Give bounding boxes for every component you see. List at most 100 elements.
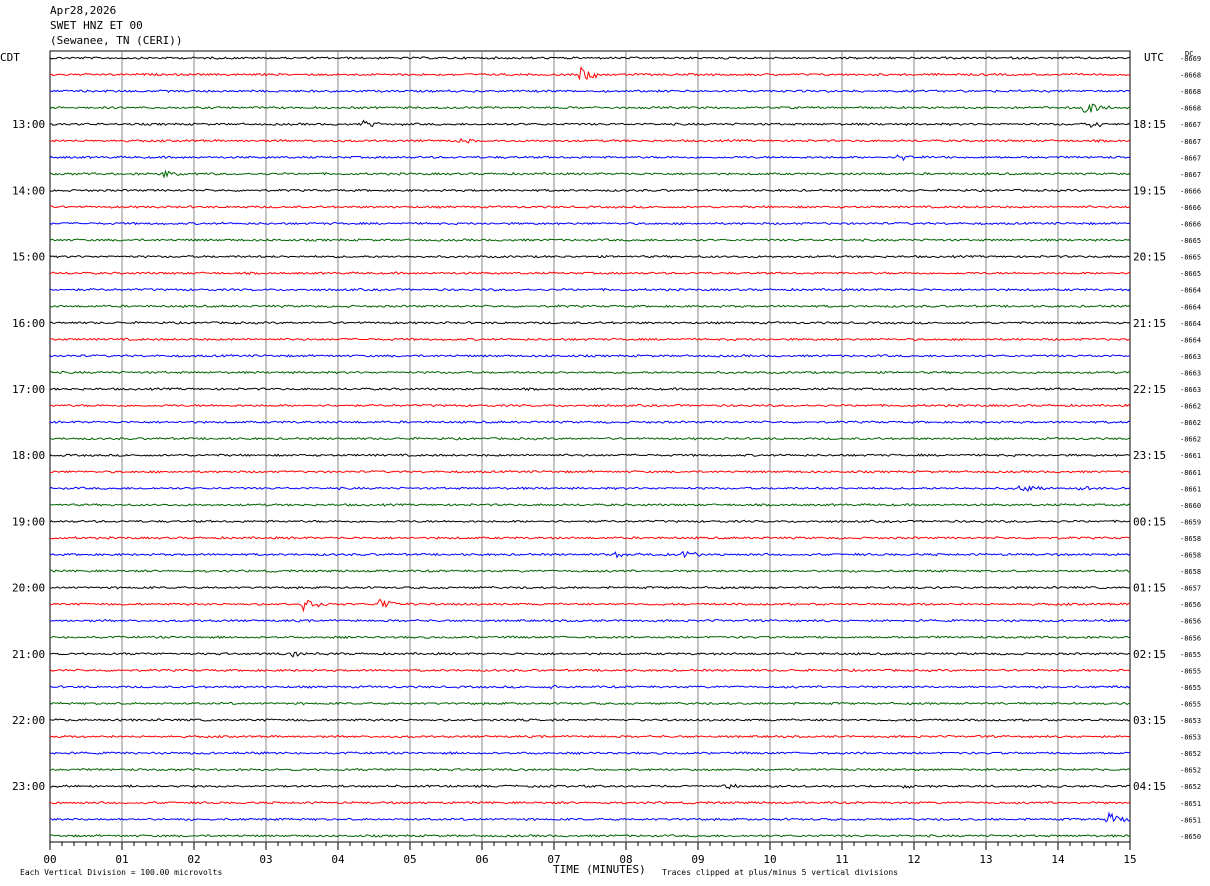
dc-offset-label: -8661 xyxy=(1180,469,1201,477)
chart-date: Apr28,2026 xyxy=(50,4,117,17)
cdt-hour-label: 22:00 xyxy=(12,714,45,727)
clipping-note: Traces clipped at plus/minus 5 vertical … xyxy=(662,868,898,877)
x-tick-label: 08 xyxy=(619,853,632,866)
dc-offset-label: -8664 xyxy=(1180,287,1201,295)
x-tick-label: 10 xyxy=(763,853,776,866)
dc-offset-label: -8662 xyxy=(1180,436,1201,444)
seismic-trace xyxy=(49,304,1131,309)
seismic-trace xyxy=(49,56,1131,60)
seismic-trace xyxy=(49,783,1131,790)
seismic-trace xyxy=(49,205,1131,209)
chart-grid xyxy=(49,50,1131,850)
dc-offset-label: -8652 xyxy=(1180,767,1201,775)
seismic-trace xyxy=(49,221,1131,226)
seismic-trace xyxy=(49,287,1131,292)
cdt-hour-label: 20:00 xyxy=(12,582,45,595)
dc-offset-label: -8656 xyxy=(1180,618,1201,626)
seismic-trace xyxy=(49,834,1131,838)
seismic-trace xyxy=(49,701,1131,706)
vertical-division-note: Each Vertical Division = 100.00 microvol… xyxy=(20,868,222,877)
seismic-trace xyxy=(49,354,1131,358)
dc-offset-label: -8661 xyxy=(1180,485,1201,493)
x-tick-label: 15 xyxy=(1123,853,1136,866)
seismic-trace xyxy=(49,767,1131,772)
station-code: SWET HNZ ET 00 xyxy=(50,19,143,32)
dc-offset-label: -8667 xyxy=(1180,154,1201,162)
dc-offset-label: -8669 xyxy=(1180,55,1201,63)
dc-offset-label: -8663 xyxy=(1180,369,1201,377)
dc-offset-label: -8664 xyxy=(1180,320,1201,328)
seismic-trace xyxy=(49,550,1131,559)
seismic-trace xyxy=(49,734,1131,739)
seismic-trace xyxy=(49,569,1131,573)
seismic-trace xyxy=(49,137,1131,144)
x-tick-label: 05 xyxy=(403,853,416,866)
dc-offset-label: -8665 xyxy=(1180,254,1201,262)
dc-offset-label: -8655 xyxy=(1180,667,1201,675)
utc-hour-label: 23:15 xyxy=(1133,449,1166,462)
seismic-trace xyxy=(49,420,1131,424)
seismic-trace xyxy=(49,387,1131,391)
right-axis-label: UTC xyxy=(1144,51,1164,64)
x-tick-label: 11 xyxy=(835,853,848,866)
dc-offset-label: -8659 xyxy=(1180,518,1201,526)
x-tick-label: 14 xyxy=(1051,853,1065,866)
dc-offset-label: -8663 xyxy=(1180,353,1201,361)
dc-offset-label: -8666 xyxy=(1180,187,1201,195)
dc-offset-label: -8664 xyxy=(1180,336,1201,344)
dc-offset-label: -8660 xyxy=(1180,502,1201,510)
seismic-trace xyxy=(49,651,1131,658)
dc-label: DC xyxy=(1185,50,1193,58)
seismic-trace xyxy=(49,188,1131,193)
dc-offset-label: -8651 xyxy=(1180,800,1201,808)
seismic-trace xyxy=(49,503,1131,507)
seismic-trace xyxy=(49,585,1131,590)
cdt-hour-label: 14:00 xyxy=(12,184,45,197)
dc-offset-label: -8656 xyxy=(1180,601,1201,609)
dc-offset-label: -8668 xyxy=(1180,72,1201,80)
dc-offset-label: -8658 xyxy=(1180,535,1201,543)
utc-hour-label: 04:15 xyxy=(1133,780,1166,793)
dc-offset-label: -8655 xyxy=(1180,684,1201,692)
left-axis-label: CDT xyxy=(0,51,20,64)
dc-offset-label: -8665 xyxy=(1180,237,1201,245)
x-tick-label: 07 xyxy=(547,853,560,866)
seismic-trace xyxy=(49,668,1131,673)
station-location: (Sewanee, TN (CERI)) xyxy=(50,34,183,47)
x-tick-label: 03 xyxy=(259,853,272,866)
utc-hour-label: 03:15 xyxy=(1133,714,1166,727)
seismic-trace xyxy=(49,635,1131,640)
dc-offset-label: -8668 xyxy=(1180,105,1201,113)
x-tick-label: 02 xyxy=(187,853,200,866)
seismic-trace xyxy=(49,618,1131,623)
seismic-trace xyxy=(49,89,1131,93)
plot-frame xyxy=(49,50,1131,843)
cdt-hour-label: 13:00 xyxy=(12,118,45,131)
utc-hour-label: 20:15 xyxy=(1133,251,1166,264)
seismic-trace xyxy=(49,485,1131,492)
cdt-hour-label: 19:00 xyxy=(12,515,45,528)
cdt-hour-label: 15:00 xyxy=(12,251,45,264)
dc-offset-label: -8665 xyxy=(1180,270,1201,278)
dc-offset-label: -8667 xyxy=(1180,121,1201,129)
dc-offset-label: -8666 xyxy=(1180,204,1201,212)
seismic-trace xyxy=(49,718,1131,722)
dc-offset-label: -8662 xyxy=(1180,419,1201,427)
utc-hour-label: 01:15 xyxy=(1133,582,1166,595)
dc-offset-label: -8655 xyxy=(1180,651,1201,659)
seismic-trace xyxy=(49,154,1131,162)
seismic-trace xyxy=(49,66,1131,81)
cdt-hour-label: 23:00 xyxy=(12,780,45,793)
dc-offset-label: -8652 xyxy=(1180,750,1201,758)
seismic-trace xyxy=(49,598,1131,613)
seismic-trace xyxy=(49,684,1131,690)
seismic-trace xyxy=(49,469,1131,474)
utc-hour-label: 00:15 xyxy=(1133,515,1166,528)
utc-hour-label: 21:15 xyxy=(1133,317,1166,330)
seismic-trace xyxy=(49,536,1131,540)
cdt-hour-label: 21:00 xyxy=(12,648,45,661)
dc-offset-label: -8667 xyxy=(1180,171,1201,179)
utc-hour-label: 02:15 xyxy=(1133,648,1166,661)
x-tick-label: 00 xyxy=(43,853,56,866)
